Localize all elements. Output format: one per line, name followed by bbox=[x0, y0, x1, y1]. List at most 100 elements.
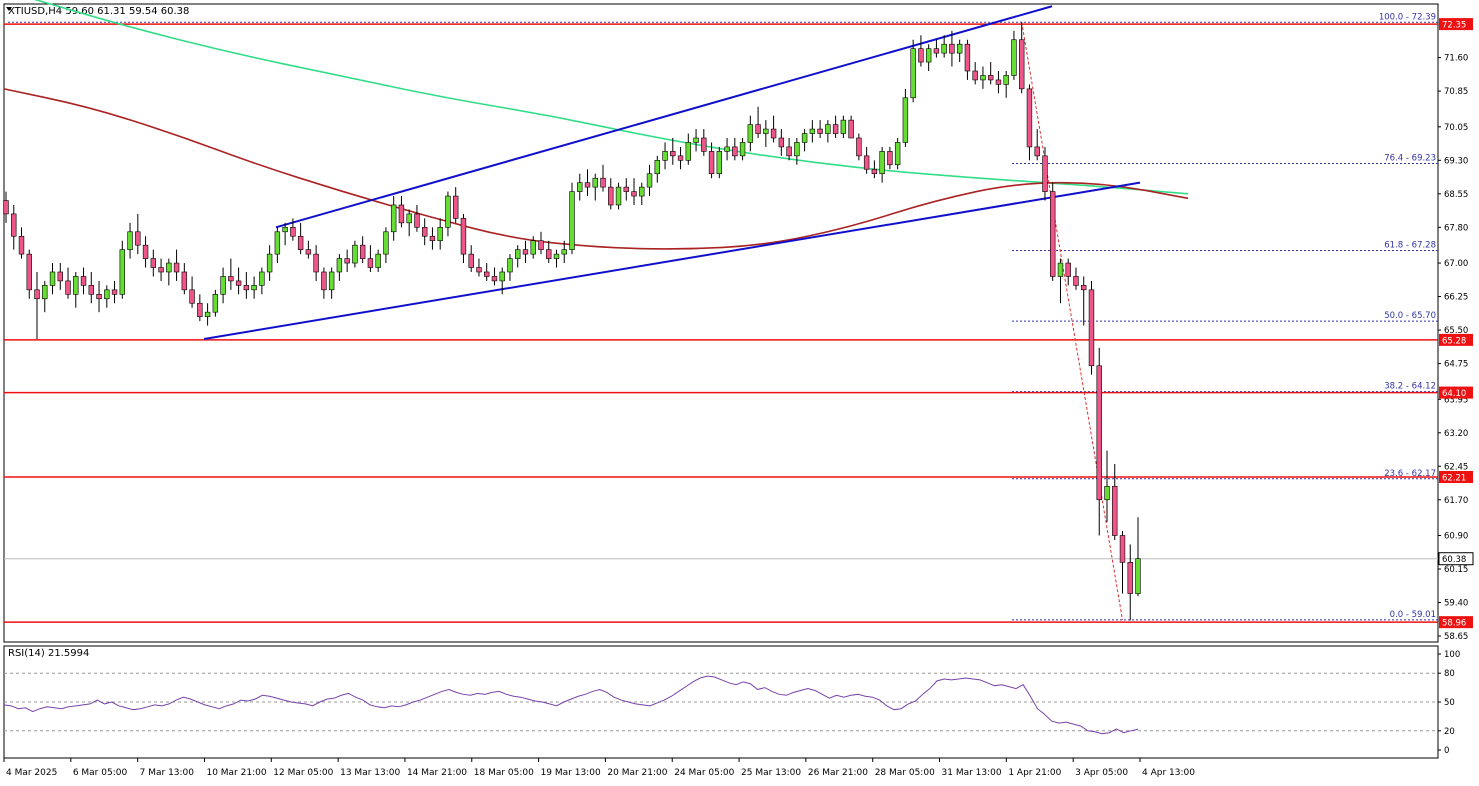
bull-candle bbox=[352, 244, 358, 264]
zigzag-line bbox=[1021, 22, 1123, 621]
bear-candle bbox=[1096, 365, 1102, 501]
bear-candle bbox=[429, 235, 436, 242]
bear-candle bbox=[964, 43, 971, 72]
bear-candle bbox=[468, 253, 474, 268]
fib-level-label: 23.6 - 62.17 bbox=[1384, 469, 1436, 479]
bull-candle bbox=[220, 276, 226, 295]
level-price-label-box bbox=[1439, 386, 1473, 399]
bear-candle bbox=[197, 302, 203, 317]
bull-candle bbox=[49, 271, 56, 286]
bear-candle bbox=[949, 43, 955, 54]
bear-candle bbox=[460, 218, 467, 255]
x-tick-label: 12 Mar 05:00 bbox=[273, 768, 333, 778]
bull-candle bbox=[530, 240, 536, 255]
bear-candle bbox=[1112, 486, 1118, 536]
y-tick-label: 67.00 bbox=[1444, 259, 1468, 269]
bull-candle bbox=[390, 204, 397, 233]
bear-candle bbox=[732, 146, 738, 157]
bear-candle bbox=[522, 249, 529, 255]
dropdown-triangle-icon bbox=[6, 7, 12, 11]
bear-candle bbox=[538, 240, 544, 250]
bull-candle bbox=[437, 227, 443, 242]
rsi-title-text: RSI(14) 21.5994 bbox=[8, 648, 89, 659]
bear-candle bbox=[228, 276, 234, 282]
x-tick-label: 14 Mar 21:00 bbox=[407, 768, 467, 778]
bull-candle bbox=[127, 231, 133, 250]
bear-candle bbox=[88, 285, 94, 295]
bear-candle bbox=[189, 289, 195, 304]
bear-candle bbox=[786, 146, 792, 157]
bull-candle bbox=[1057, 262, 1064, 277]
bear-candle bbox=[26, 253, 32, 291]
bull-candle bbox=[251, 285, 257, 291]
lower-trendline bbox=[203, 181, 1141, 340]
y-tick-label: 61.70 bbox=[1444, 496, 1468, 506]
level-price-label-box bbox=[1439, 333, 1473, 346]
bull-candle bbox=[204, 311, 211, 317]
y-tick-label: 70.05 bbox=[1444, 123, 1468, 133]
x-tick-label: 28 Mar 05:00 bbox=[875, 768, 935, 778]
bear-candle bbox=[96, 294, 102, 300]
bull-candle bbox=[1104, 486, 1110, 501]
bull-candle bbox=[73, 276, 79, 295]
bear-candle bbox=[995, 79, 1002, 85]
rsi-y-tick-label: 20 bbox=[1444, 727, 1455, 737]
bull-candle bbox=[259, 271, 265, 286]
bear-candle bbox=[359, 244, 366, 259]
bear-candle bbox=[918, 48, 924, 63]
bull-candle bbox=[825, 124, 831, 134]
bear-candle bbox=[476, 267, 482, 273]
bull-candle bbox=[794, 142, 800, 157]
bear-candle bbox=[608, 186, 614, 206]
current-price-label-box bbox=[1438, 552, 1474, 566]
bull-candle bbox=[515, 249, 521, 259]
bear-candle bbox=[11, 213, 17, 237]
bear-candle bbox=[987, 75, 994, 81]
x-tick-label: 1 Apr 21:00 bbox=[1008, 768, 1061, 778]
bull-candle bbox=[662, 151, 668, 161]
x-tick-label: 31 Mar 13:00 bbox=[942, 768, 1002, 778]
bear-candle bbox=[158, 267, 164, 273]
bear-candle bbox=[600, 177, 606, 188]
bull-candle bbox=[42, 285, 48, 300]
bear-candle bbox=[181, 271, 188, 291]
bull-candle bbox=[282, 227, 288, 233]
bull-candle bbox=[654, 160, 660, 175]
bear-candle bbox=[235, 280, 242, 286]
x-tick-label: 4 Apr 13:00 bbox=[1142, 768, 1195, 778]
y-tick-label: 69.30 bbox=[1444, 156, 1468, 166]
current-price-label: 60.38 bbox=[1442, 555, 1466, 565]
bull-candle bbox=[445, 195, 451, 228]
price-panel-frame bbox=[3, 3, 1439, 643]
x-tick-label: 18 Mar 05:00 bbox=[474, 768, 534, 778]
bear-candle bbox=[243, 285, 250, 291]
level-price-label: 65.28 bbox=[1442, 336, 1466, 346]
bear-candle bbox=[367, 258, 374, 268]
x-tick-label: 20 Mar 21:00 bbox=[607, 768, 667, 778]
bear-candle bbox=[848, 119, 854, 139]
bear-candle bbox=[18, 235, 25, 255]
rsi-y-tick-label: 80 bbox=[1444, 669, 1455, 679]
level-price-label: 72.35 bbox=[1442, 21, 1466, 31]
bull-candle bbox=[212, 294, 219, 313]
bull-candle bbox=[119, 249, 126, 295]
bear-candle bbox=[1088, 289, 1095, 367]
bear-candle bbox=[863, 155, 870, 170]
y-tick-label: 58.65 bbox=[1444, 632, 1468, 642]
x-tick-label: 26 Mar 21:00 bbox=[808, 768, 868, 778]
bull-candle bbox=[499, 271, 505, 282]
bull-candle bbox=[336, 258, 343, 273]
x-tick-label: 4 Mar 2025 bbox=[6, 768, 57, 778]
bull-candle bbox=[941, 43, 947, 54]
level-price-label-box bbox=[1439, 18, 1473, 31]
bear-candle bbox=[421, 227, 428, 237]
bear-candle bbox=[3, 200, 9, 215]
x-tick-label: 13 Mar 13:00 bbox=[340, 768, 400, 778]
bear-candle bbox=[546, 249, 552, 259]
bear-candle bbox=[57, 271, 63, 282]
bear-candle bbox=[1026, 88, 1033, 148]
bear-candle bbox=[623, 186, 629, 192]
bear-candle bbox=[887, 151, 893, 166]
